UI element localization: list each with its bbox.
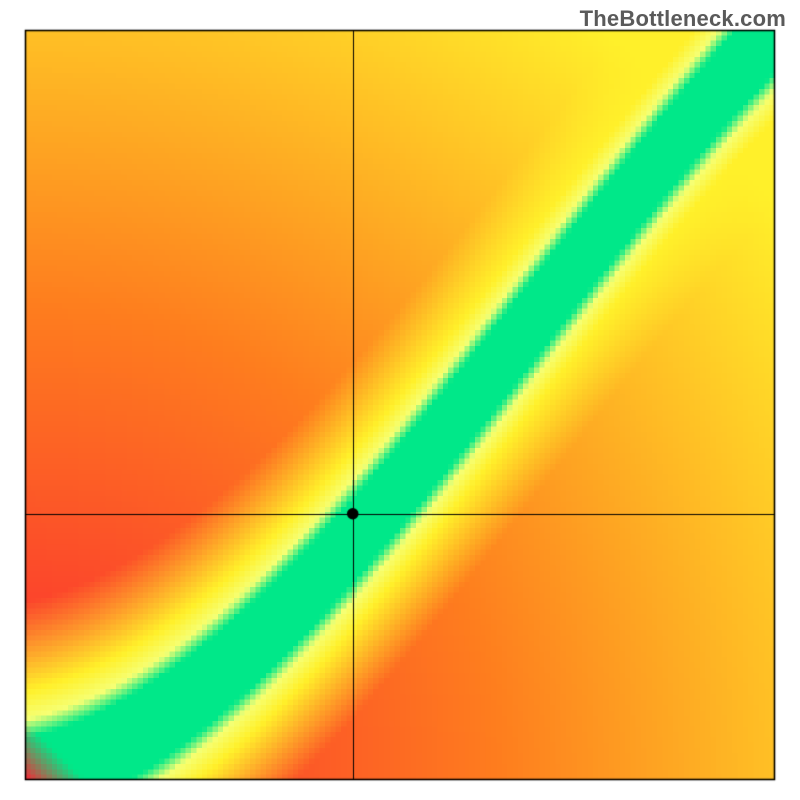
chart-container: TheBottleneck.com <box>0 0 800 800</box>
watermark-text: TheBottleneck.com <box>580 6 786 32</box>
overlay-canvas <box>0 0 800 800</box>
